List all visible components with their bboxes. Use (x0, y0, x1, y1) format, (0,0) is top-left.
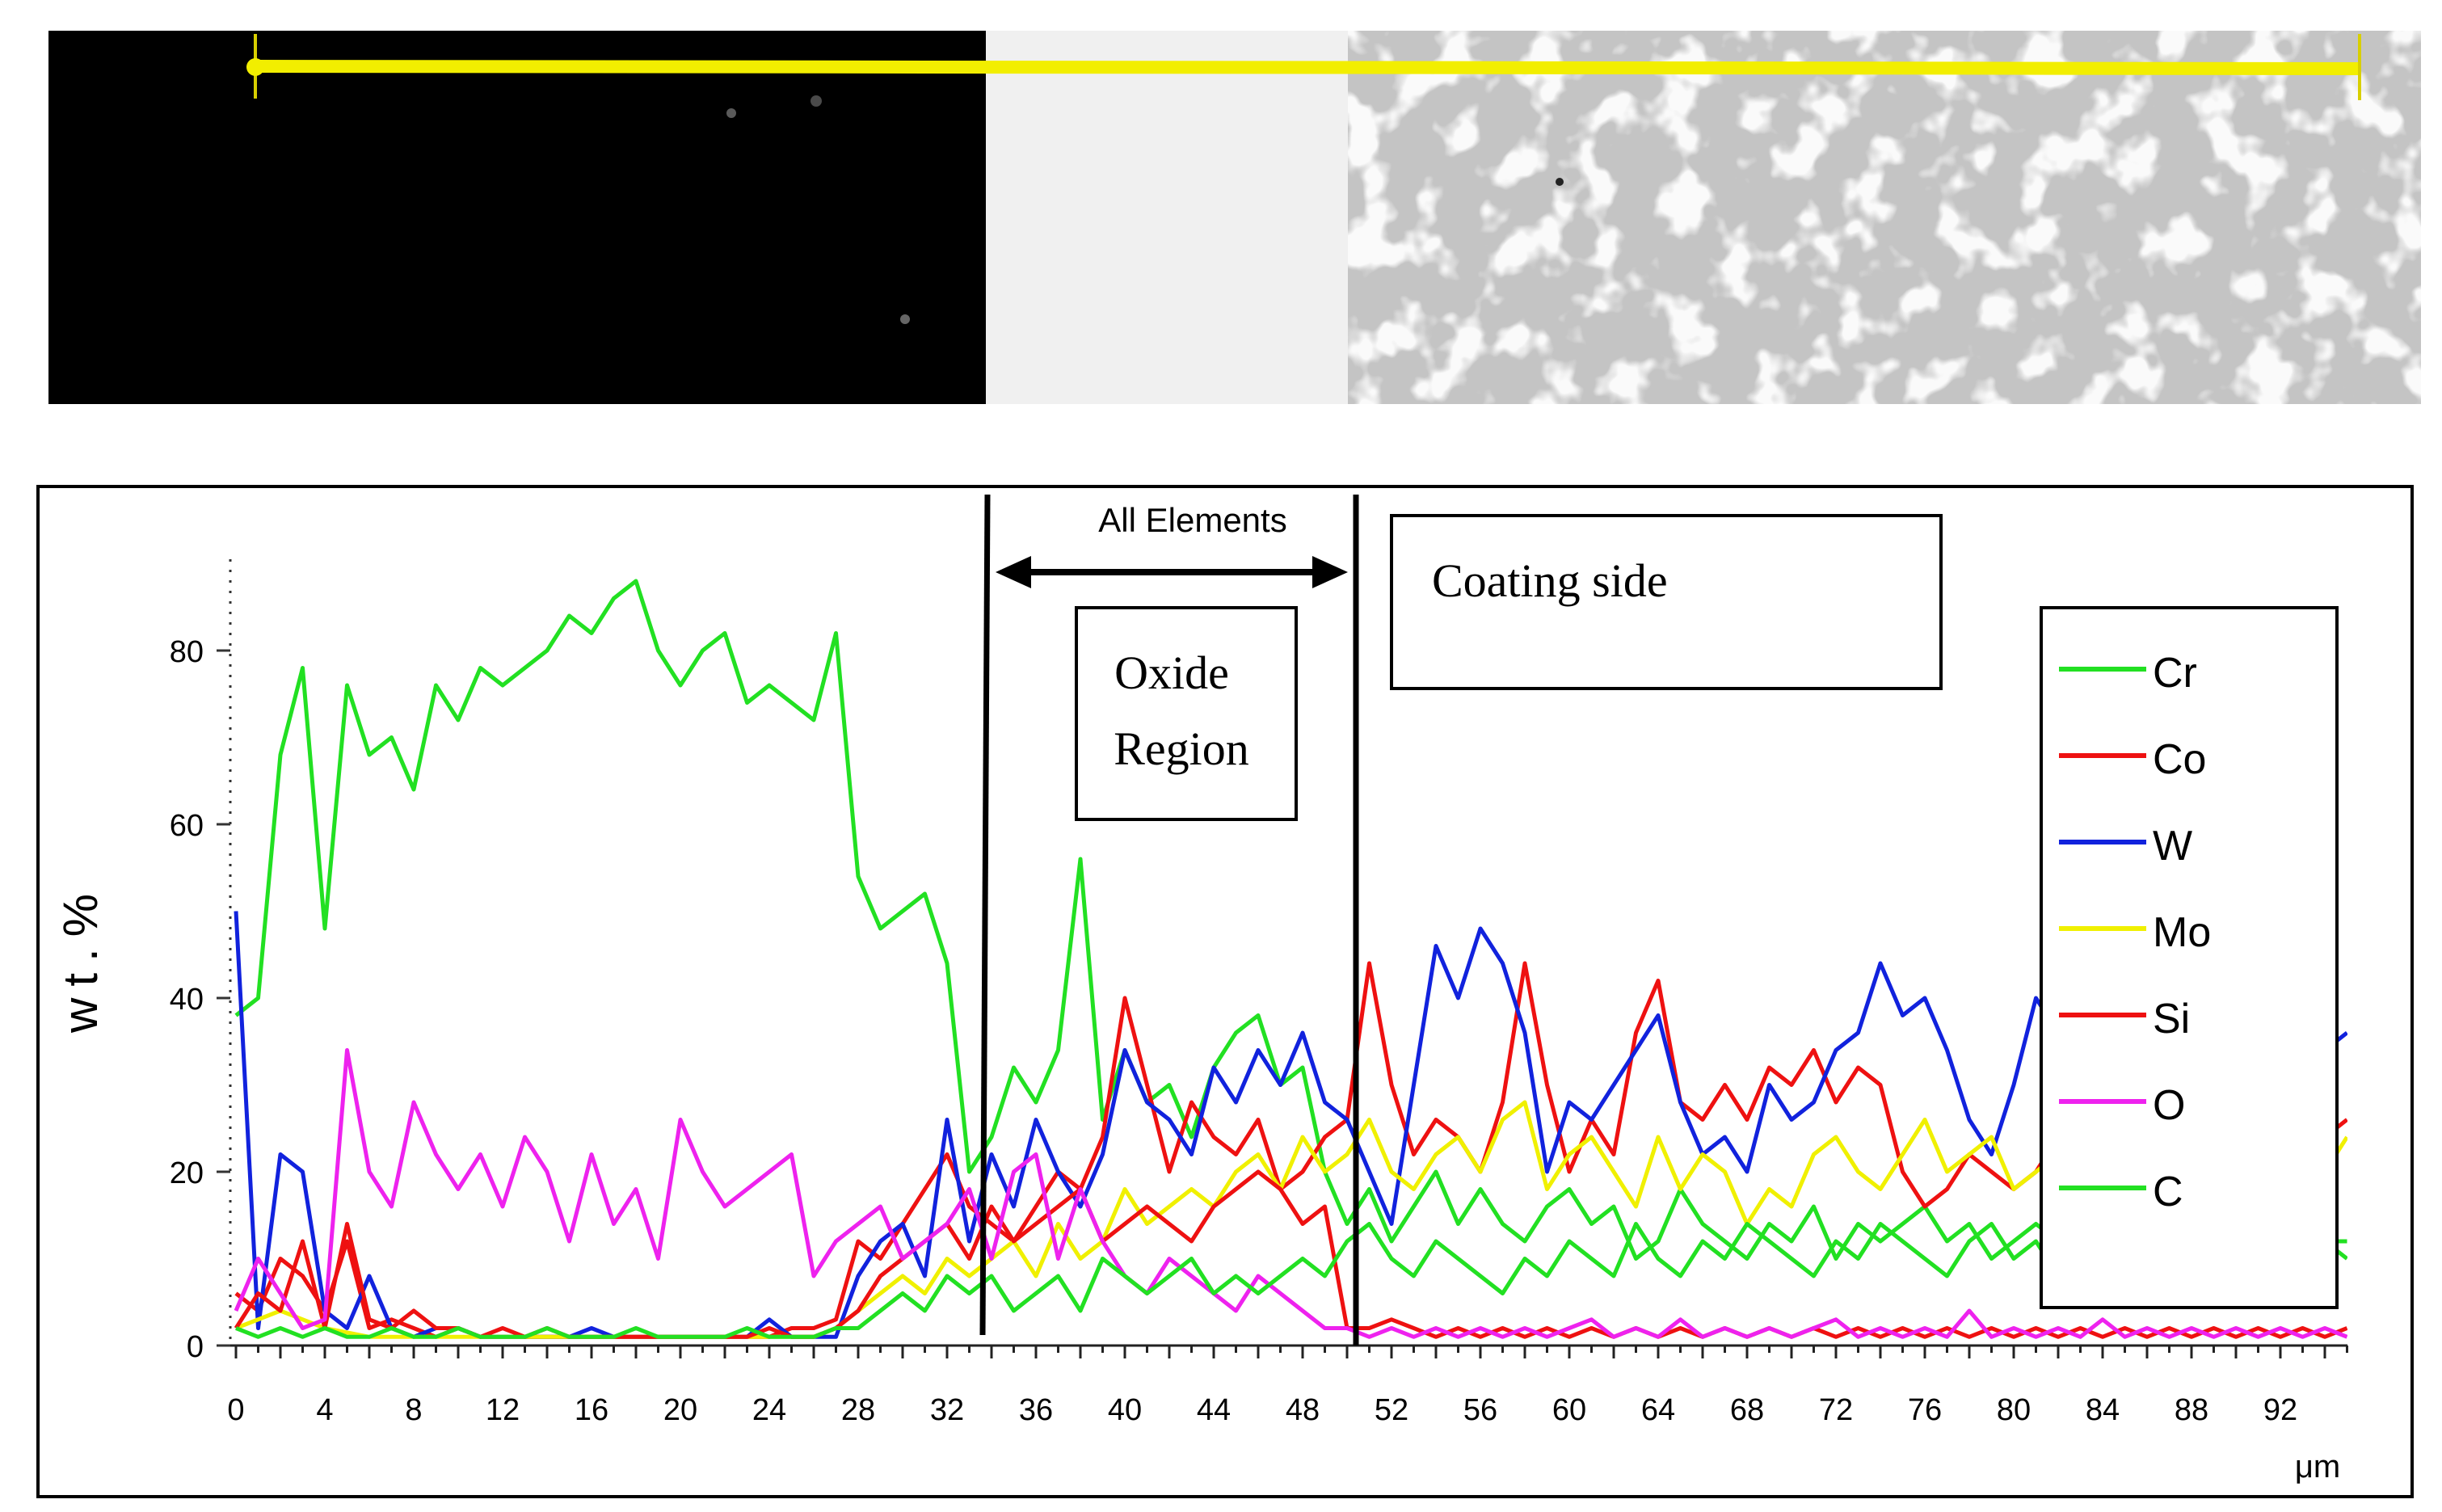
y-axis-label: wt.% (53, 882, 107, 1034)
coating-texture (1348, 31, 2421, 404)
series-o-line (234, 1048, 2347, 1339)
x-tick-label: 28 (841, 1393, 875, 1427)
legend-label-o: O (2153, 1082, 2185, 1129)
substrate-speck (726, 108, 736, 118)
legend-label-cr: Cr (2153, 650, 2197, 697)
y-tick-label: 0 (187, 1330, 204, 1364)
substrate-speck (900, 314, 910, 324)
y-axis-ticks: 0 20 40 60 80 (170, 635, 230, 1364)
x-tick-label: 88 (2175, 1393, 2208, 1427)
scan-line (255, 60, 2359, 75)
x-tick-label: 20 (663, 1393, 697, 1427)
oxide-boundary-left (979, 494, 991, 1336)
oxide-region-label-line1: Oxide (1114, 646, 1229, 699)
coating-side-label: Coating side (1432, 554, 1668, 607)
series-c-line (235, 1222, 2347, 1339)
x-tick-label: 44 (1197, 1393, 1231, 1427)
x-axis-unit-label: μm (2295, 1449, 2340, 1485)
oxide-band (986, 31, 1348, 404)
y-tick-label: 20 (170, 1156, 204, 1190)
x-tick-label: 64 (1641, 1393, 1675, 1427)
oxide-region-label-line2: Region (1114, 722, 1249, 775)
series-si-line (234, 1169, 2347, 1339)
coating-side-box: Coating side (1390, 514, 1943, 690)
legend-label-c: C (2153, 1169, 2183, 1215)
chart-frame (36, 485, 2414, 1498)
x-tick-label: 40 (1108, 1393, 1142, 1427)
x-tick-label: 0 (227, 1393, 244, 1427)
all-elements-arrow (996, 556, 1348, 588)
y-tick-label: 60 (170, 809, 204, 843)
x-tick-label: 72 (1819, 1393, 1853, 1427)
legend-label-mo: Mo (2153, 909, 2211, 956)
x-tick-label: 32 (930, 1393, 964, 1427)
x-tick-label: 52 (1375, 1393, 1408, 1427)
x-tick-label: 8 (405, 1393, 422, 1427)
x-tick-label: 56 (1463, 1393, 1497, 1427)
x-tick-label: 80 (1997, 1393, 2031, 1427)
legend-box (2040, 606, 2339, 1309)
oxide-region-box: Oxide Region (1075, 606, 1298, 821)
x-tick-label: 48 (1286, 1393, 1320, 1427)
x-tick-label: 24 (752, 1393, 786, 1427)
coating-pore (1556, 178, 1564, 186)
x-tick-label: 4 (316, 1393, 333, 1427)
y-tick-label: 40 (170, 983, 204, 1017)
series-cr-line (234, 579, 2347, 1261)
all-elements-label: All Elements (1098, 501, 1286, 539)
scan-line-start-marker (246, 58, 264, 76)
y-tick-label: 80 (170, 635, 204, 669)
sem-micrograph (48, 31, 2421, 404)
x-tick-label: 12 (486, 1393, 520, 1427)
x-tick-label: 16 (575, 1393, 608, 1427)
legend: Cr Co W Mo Si OC (2040, 606, 2339, 1309)
legend-label-co: Co (2153, 736, 2206, 783)
x-tick-label: 84 (2086, 1393, 2120, 1427)
legend-label-w: W (2153, 823, 2192, 870)
legend-label-si: Si (2153, 996, 2190, 1042)
x-tick-label: 60 (1552, 1393, 1586, 1427)
series-w-line (234, 911, 2347, 1339)
x-tick-label: 36 (1019, 1393, 1053, 1427)
substrate-region (48, 31, 986, 404)
x-axis-ticks: 0 4 8 12 16 20 24 28 32 36 40 44 48 52 56 60 64 68 72 76 80 8… (227, 1346, 2348, 1427)
x-tick-label: 92 (2263, 1393, 2297, 1427)
x-tick-label: 76 (1908, 1393, 1942, 1427)
substrate-speck (810, 95, 822, 107)
x-tick-label: 68 (1730, 1393, 1764, 1427)
